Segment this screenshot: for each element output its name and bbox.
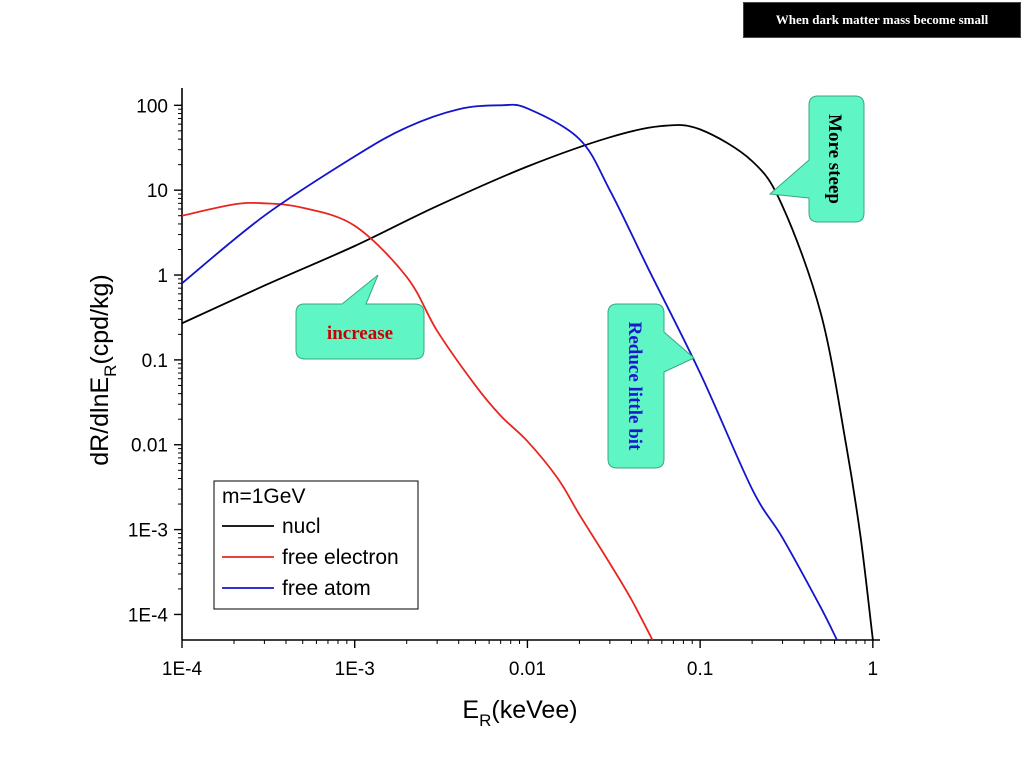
legend-entry: nucl — [282, 515, 321, 538]
y-tick-label: 1E-4 — [128, 605, 169, 626]
x-axis-ticks: 1E-4 1E-3 0.01 0.1 1 — [162, 640, 878, 680]
callout-steep-text: More steep — [824, 114, 845, 204]
callout-steep: More steep — [768, 95, 865, 223]
series-line-free-electron — [182, 201, 654, 640]
x-tick-label: 1E-4 — [162, 659, 203, 680]
legend-entry: free atom — [282, 577, 371, 600]
y-tick-label: 100 — [136, 96, 168, 117]
series-layer — [182, 103, 874, 640]
callout-reduce-shape — [607, 303, 695, 469]
callout-steep-shape — [768, 95, 865, 223]
series-line-nucl — [182, 124, 874, 640]
callout-reduce-text: Reduce little bit — [624, 322, 645, 451]
x-axis-title: ER(keVee) — [462, 696, 577, 730]
callout-increase-text: increase — [327, 323, 393, 344]
x-tick-label: 1 — [868, 659, 879, 680]
x-tick-label: 1E-3 — [335, 659, 375, 680]
slide-title: When dark matter mass become small — [743, 2, 1021, 38]
y-tick-label: 0.01 — [131, 436, 168, 457]
series-line-free-atom — [182, 103, 838, 640]
callout-reduce: Reduce little bit — [607, 303, 695, 469]
y-tick-label: 0.1 — [142, 351, 168, 372]
x-tick-label: 0.1 — [687, 659, 713, 680]
callout-increase-shape — [295, 274, 425, 360]
x-tick-label: 0.01 — [509, 659, 546, 680]
y-tick-label: 10 — [147, 181, 168, 202]
y-tick-label: 1E-3 — [128, 521, 168, 542]
y-tick-label: 1 — [157, 266, 168, 287]
legend-entry: free electron — [282, 546, 399, 569]
y-axis-title: dR/dlnER(cpd/kg) — [86, 274, 120, 466]
legend: m=1GeV nucl free electron free atom — [213, 480, 419, 610]
callout-increase: increase — [295, 274, 425, 360]
y-axis-ticks: 1E-4 1E-3 0.01 0.1 1 10 100 — [128, 96, 182, 626]
legend-title: m=1GeV — [222, 485, 305, 508]
